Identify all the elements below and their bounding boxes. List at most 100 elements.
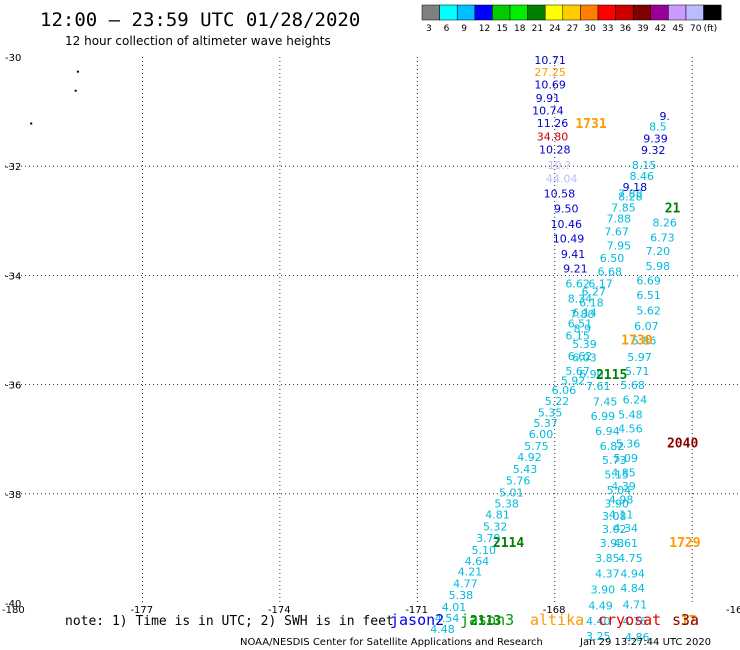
wave-height-value: 5.68 [620, 379, 645, 392]
wave-height-value: 5.48 [618, 408, 643, 421]
wave-height-value: 5.22 [545, 395, 570, 408]
wave-height-value: 3.85 [595, 552, 620, 565]
land-dot [74, 89, 77, 92]
wave-height-value: 4.21 [458, 566, 483, 579]
wave-height-value: 3.25 [586, 630, 611, 643]
wave-height-value: 3.90 [604, 497, 629, 510]
y-tick-label: -40 [5, 599, 21, 610]
wave-height-value: 4.49 [588, 600, 613, 613]
legend-label: 39 [637, 24, 649, 34]
legend-swatch [650, 4, 669, 21]
land-dot [30, 122, 33, 125]
wave-height-value: 3.02 [602, 523, 627, 536]
land-dot [76, 70, 79, 73]
legend-swatch [632, 4, 652, 21]
wave-height-value: 4.61 [614, 537, 639, 550]
wave-height-value: 5.04 [607, 484, 632, 497]
y-tick-label: -36 [5, 381, 21, 392]
wave-height-value: 3.90 [591, 584, 616, 597]
wave-height-value: 6.68 [597, 265, 622, 278]
wave-height-value: 7.61 [586, 380, 611, 393]
wave-height-value: 8.46 [630, 170, 655, 183]
satellite-name-altika: altika [530, 611, 584, 629]
wave-height-value: 4.84 [620, 582, 645, 595]
x-tick-label: -177 [130, 605, 153, 616]
wave-height-value: 5.09 [614, 452, 639, 465]
legend-label: 12 [479, 24, 490, 34]
wave-height-value: 8.28 [618, 191, 643, 204]
legend-swatch [474, 4, 493, 21]
legend-label: 30 [584, 24, 596, 34]
wave-height-value: 6.62 [565, 277, 590, 290]
wave-height-value: 9.41 [561, 248, 586, 261]
wave-height-value: 5.98 [646, 260, 671, 273]
wave-height-value: 6.99 [591, 410, 616, 423]
pass-time-label: 21 [665, 202, 681, 217]
wave-height-value: 5.37 [533, 417, 558, 430]
wave-height-value: 6.94 [595, 425, 620, 438]
chart-subtitle: 12 hour collection of altimeter wave hei… [65, 34, 331, 48]
wave-height-value: 6.62 [568, 350, 593, 363]
wave-height-value: 5.92 [561, 375, 586, 388]
wave-height-value: 34.80 [537, 131, 569, 144]
legend-swatch [456, 4, 476, 21]
wave-height-value: 4.64 [465, 555, 490, 568]
wave-height-value: 4.48 [430, 623, 455, 636]
wave-height-value: 4.98 [609, 494, 634, 507]
wave-height-value: 8.5 [649, 121, 667, 134]
pass-time-label: 2115 [596, 368, 627, 383]
wave-height-value: 7.88 [607, 212, 632, 225]
wave-height-value: 5.32 [483, 520, 508, 533]
wave-height-value: 5.71 [625, 365, 650, 378]
pass-time-label: 17 [681, 614, 697, 629]
wave-height-value: 7.95 [607, 240, 632, 253]
satellite-name-jason3: jason3 [460, 611, 514, 629]
x-tick-label: -174 [268, 605, 291, 616]
wave-height-value: 6.00 [529, 428, 554, 441]
x-tick-label: -16 [726, 605, 740, 616]
wave-height-value: 7.45 [593, 395, 618, 408]
legend-label: 9 [461, 24, 467, 34]
legend-swatch [492, 4, 511, 21]
wave-height-value: 10.49 [553, 233, 585, 246]
wave-height-value: 5.36 [616, 437, 641, 450]
pass-time-label: 2114 [493, 536, 524, 551]
wave-height-value: 9.21 [563, 263, 588, 276]
legend-swatch [703, 4, 722, 21]
wave-height-value: 10.46 [550, 218, 582, 231]
legend-swatch [562, 4, 581, 21]
pass-time-label: 1730 [621, 334, 652, 349]
wave-height-value: 6.50 [600, 252, 625, 265]
wave-height-value: 6.18 [579, 297, 604, 310]
wave-height-value: 9.50 [554, 203, 579, 216]
wave-height-value: 5.75 [524, 440, 549, 453]
wave-height-value: 5.62 [636, 305, 661, 318]
pass-time-label: 1729 [669, 536, 700, 551]
wave-height-value: 4.86 [625, 631, 650, 644]
axis-ticks: -180 -177 -174 -171 -168 -16 -30 -32 -34 -36 -38 -4… [2, 53, 740, 616]
wave-height-value: 10.58 [544, 187, 576, 200]
legend-label: 70 [690, 24, 702, 34]
pass-time-label: 2113 [470, 614, 501, 629]
wave-height-value: 6.06 [552, 384, 577, 397]
satellite-name-cryosat: cryosat [598, 611, 661, 629]
wave-height-value: 3.93 [600, 537, 625, 550]
legend-label: (ft) [704, 24, 718, 34]
footer-timestamp: Jan 29 13:27:44 UTC 2020 [579, 637, 711, 648]
legend-label: 24 [549, 24, 561, 34]
wave-height-value: 5.86 [632, 335, 657, 348]
wave-height-value: 6.90 [579, 368, 604, 381]
legend-label: 21 [532, 24, 543, 34]
wave-height-value: 8.34 [568, 293, 593, 306]
x-tick-label: -180 [2, 605, 25, 616]
wave-height-value: 4.56 [618, 423, 643, 436]
wave-height-value: 4.77 [453, 578, 478, 591]
wave-height-value: 6.03 [572, 352, 597, 365]
legend-label: 36 [620, 24, 632, 34]
wave-height-value: 4.94 [620, 567, 645, 580]
wave-height-value: 10.74 [532, 104, 564, 117]
wave-height-value: 9. [659, 110, 670, 123]
y-tick-label: -38 [5, 490, 21, 501]
